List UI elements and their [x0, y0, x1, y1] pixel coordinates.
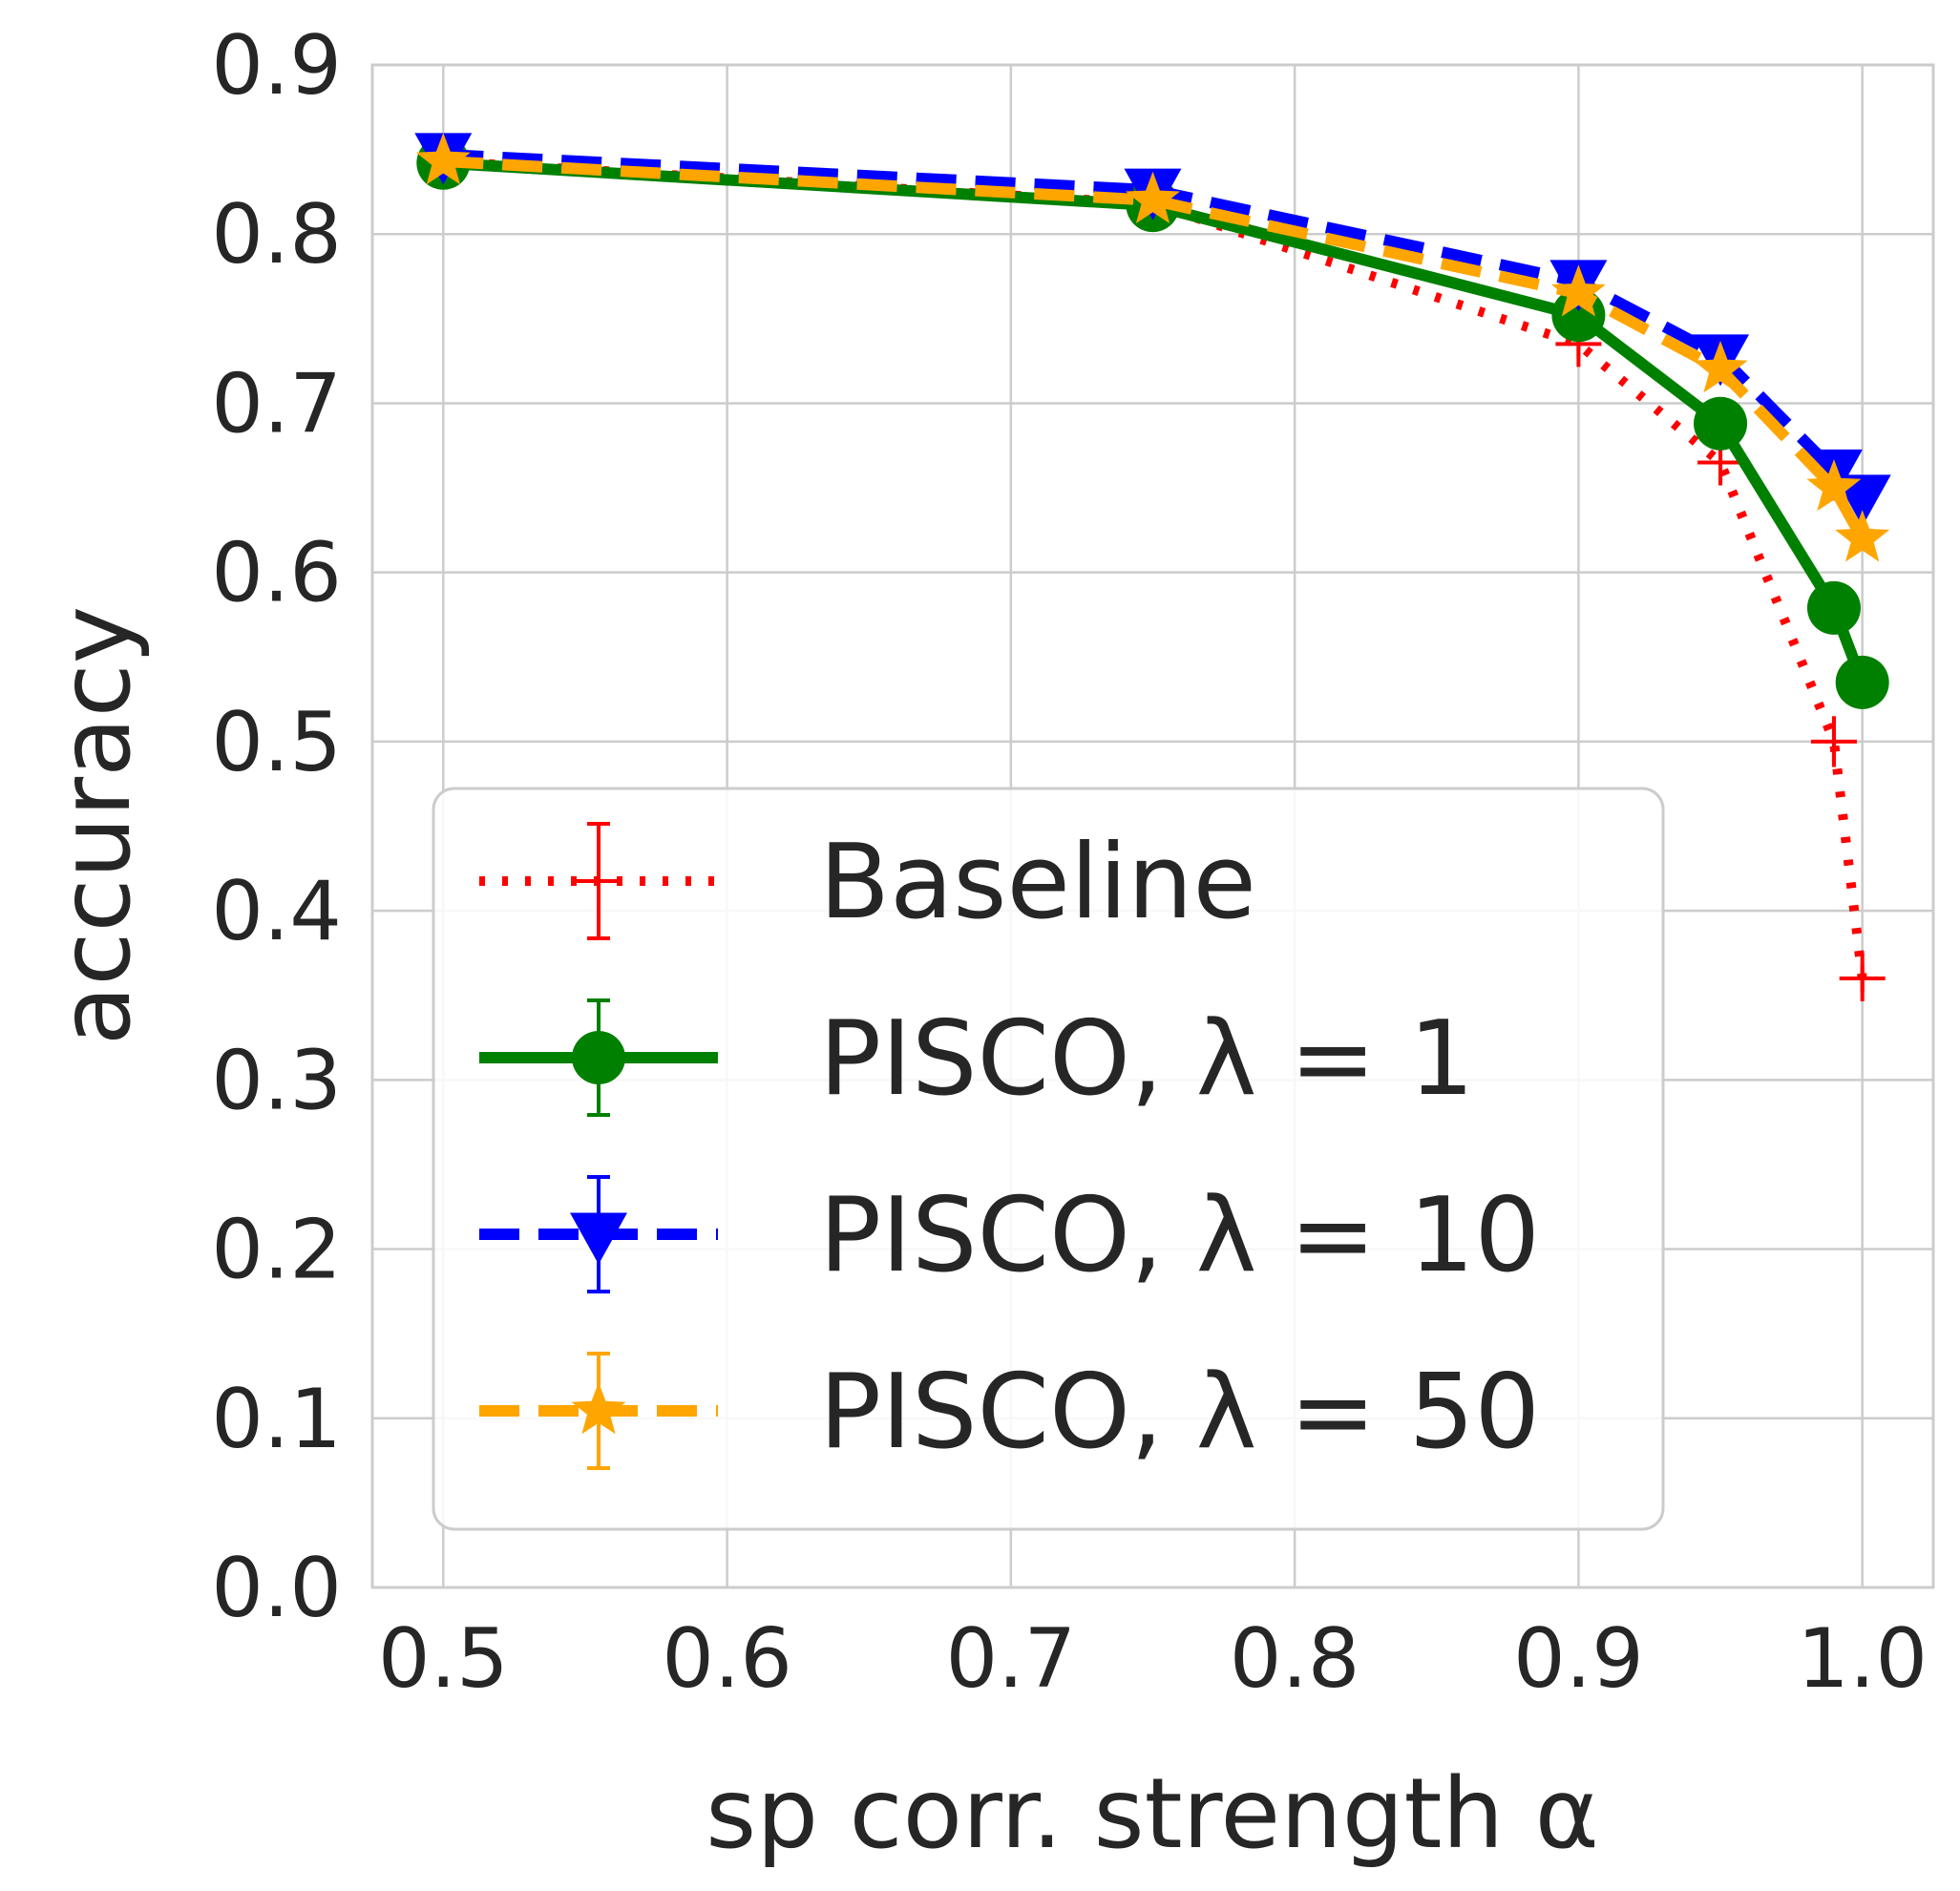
series-layer [414, 133, 1891, 1001]
legend: Baseline PISCO, λ = 1 PISCO, λ = 10 PISCO, … [432, 787, 1665, 1531]
data-point-marker [572, 1031, 625, 1084]
series-line [443, 148, 1866, 501]
legend-label: PISCO, λ = 50 [819, 1353, 1540, 1472]
y-tick-label: 0.0 [211, 1541, 342, 1636]
x-tick-label: 0.7 [945, 1611, 1076, 1707]
series-1 [416, 136, 1889, 709]
data-point-marker [415, 133, 471, 185]
legend-label: PISCO, λ = 1 [819, 999, 1474, 1119]
legend-entry: Baseline [479, 822, 1256, 942]
y-tick-labels: 0.0 0.1 0.2 0.3 0.4 0.5 0.6 0.7 0.8 0.9 [211, 18, 342, 1636]
data-point-marker [1694, 396, 1748, 451]
data-point-marker [1126, 171, 1180, 223]
x-tick-labels: 0.5 0.6 0.7 0.8 0.9 1.0 [378, 1611, 1928, 1707]
x-tick-label: 0.9 [1513, 1611, 1644, 1707]
data-point-marker [1835, 655, 1889, 709]
legend-box [432, 787, 1665, 1531]
data-point-marker [1806, 459, 1862, 512]
legend-label: Baseline [819, 823, 1256, 942]
data-point-marker [1835, 510, 1890, 562]
legend-entry: PISCO, λ = 50 [479, 1352, 1540, 1472]
x-tick-label: 0.5 [378, 1611, 509, 1707]
y-tick-label: 0.7 [211, 356, 342, 452]
data-point-marker [1693, 341, 1748, 393]
series-3 [415, 133, 1890, 562]
y-tick-label: 0.8 [211, 187, 342, 283]
x-tick-label: 1.0 [1797, 1611, 1928, 1707]
data-point-marker [1806, 580, 1861, 635]
x-tick-label: 0.8 [1230, 1611, 1360, 1707]
y-tick-label: 0.3 [211, 1033, 342, 1128]
y-tick-label: 0.2 [211, 1203, 342, 1298]
plot-frame [370, 63, 1935, 1589]
y-tick-label: 0.9 [211, 18, 342, 114]
y-tick-label: 0.4 [211, 864, 342, 959]
data-point-marker [570, 1212, 627, 1265]
y-axis-label: accuracy [39, 606, 153, 1045]
legend-label: PISCO, λ = 10 [819, 1176, 1540, 1295]
legend-entry: PISCO, λ = 10 [479, 1175, 1540, 1295]
data-point-marker [571, 1382, 626, 1435]
x-tick-label: 0.6 [662, 1611, 792, 1707]
legend-entry: PISCO, λ = 1 [479, 998, 1474, 1119]
x-axis-label: sp corr. strength α [706, 1757, 1599, 1871]
series-line [442, 157, 1868, 685]
data-point-marker [1550, 264, 1606, 317]
y-tick-label: 0.1 [211, 1372, 342, 1467]
y-tick-label: 0.6 [211, 526, 342, 621]
y-tick-label: 0.5 [211, 695, 342, 790]
